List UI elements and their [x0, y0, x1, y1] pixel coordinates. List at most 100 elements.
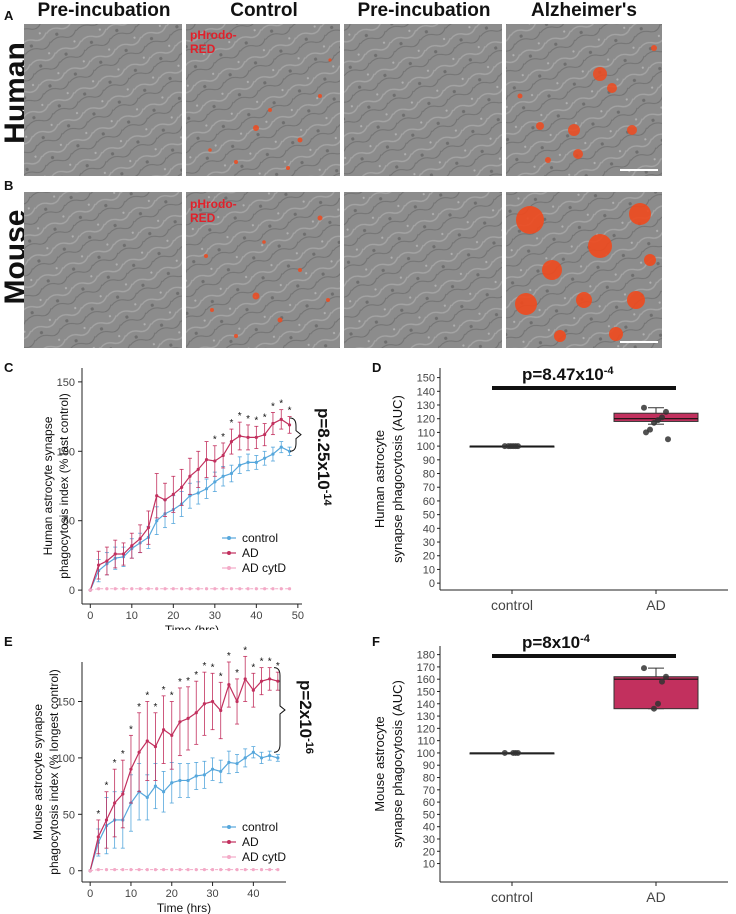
- data-point-ad: [105, 559, 109, 563]
- data-point-ad-cytd: [268, 867, 272, 872]
- data-point-control: [279, 445, 283, 449]
- significance-star: *: [96, 809, 100, 820]
- x-axis-title: Time (hrs): [157, 901, 211, 914]
- data-point-ad-cytd: [202, 867, 206, 872]
- data-point-control: [210, 767, 215, 771]
- data-point-control: [186, 778, 190, 783]
- data-point-ad: [97, 563, 101, 567]
- series-line-ad-cytd: [90, 869, 278, 872]
- data-point-ad: [641, 665, 647, 672]
- legend-marker-control: [227, 825, 231, 829]
- data-point-ad-cytd: [137, 867, 141, 872]
- x-tick-label-ad: AD: [646, 597, 665, 613]
- y-axis-title-line2: phagocytosis index (% longest control): [47, 669, 61, 874]
- data-point-ad: [178, 720, 182, 724]
- col-header-alzheimers: Alzheimer's: [531, 0, 637, 21]
- col-header-pre-incubation-1: Pre-incubation: [37, 0, 171, 21]
- y-tick-label: 180: [417, 650, 435, 662]
- data-point-ad-cytd: [105, 587, 109, 591]
- data-point-ad-cytd: [251, 867, 255, 872]
- data-point-ad-cytd: [113, 587, 117, 591]
- data-point-ad: [279, 417, 283, 421]
- x-tick-label: 30: [206, 888, 218, 900]
- data-point-ad: [153, 745, 158, 749]
- significance-star: *: [178, 677, 182, 688]
- data-point-ad-cytd: [153, 867, 158, 872]
- data-point-ad: [188, 474, 192, 478]
- data-point-ad-cytd: [163, 587, 167, 591]
- data-point-control: [213, 480, 217, 484]
- legend-marker-ad-cytd: [227, 566, 231, 570]
- y-axis-title-line2: phagocytosis index (% last control): [57, 393, 71, 578]
- y-tick-label: 110: [417, 736, 435, 748]
- data-point-ad-cytd: [219, 867, 223, 872]
- data-point-ad-cytd: [194, 867, 198, 872]
- y-tick-label: 140: [417, 386, 435, 398]
- probe-label-mouse-line1: pHrodo-: [190, 197, 237, 211]
- y-tick-label: 60: [423, 797, 435, 809]
- y-tick-label: 70: [423, 482, 435, 494]
- y-tick-label: 100: [57, 753, 75, 765]
- data-point-control: [162, 790, 166, 794]
- y-axis-title-line2: synapse phagocytosis (AUC): [390, 395, 405, 563]
- y-tick-label: 20: [423, 846, 435, 858]
- data-point-control: [254, 460, 258, 464]
- x-tick-label: 0: [87, 610, 93, 622]
- legend-label-control: control: [242, 531, 278, 545]
- data-point-ad-cytd: [113, 867, 117, 872]
- y-tick-label: 110: [417, 427, 435, 439]
- significance-star: *: [153, 702, 157, 713]
- x-tick-label: 40: [250, 610, 262, 622]
- y-tick-label: 50: [63, 516, 75, 528]
- data-point-ad: [121, 792, 125, 796]
- data-point-ad: [202, 702, 206, 706]
- data-point-ad: [145, 739, 149, 743]
- y-tick-label: 150: [57, 696, 75, 708]
- y-tick-label: 120: [417, 723, 435, 735]
- chart-e-mouse-timecourse: 0 50 100 150 0 10 20 30 40 Time (hrs) Mouse astroc…: [31, 645, 315, 914]
- data-point-ad: [235, 699, 239, 704]
- data-point-ad: [121, 552, 126, 556]
- y-tick-label: 120: [417, 414, 435, 426]
- data-point-ad-cytd: [196, 587, 200, 591]
- data-point-ad-cytd: [145, 867, 149, 872]
- significance-star: *: [279, 399, 283, 410]
- y-tick-label: 40: [423, 523, 435, 535]
- significance-bracket: [273, 667, 286, 753]
- data-point-ad-cytd: [210, 867, 215, 872]
- y-tick-label: 30: [423, 537, 435, 549]
- chart-f-mouse-auc: 1020304050607080901001101201301401501601…: [372, 633, 728, 905]
- probe-label-human-line2: RED: [190, 42, 216, 56]
- significance-star: *: [246, 414, 250, 425]
- data-point-ad: [651, 419, 657, 426]
- data-point-ad: [259, 679, 264, 683]
- micrograph-human-ad: [506, 24, 662, 176]
- y-tick-label: 10: [423, 564, 435, 576]
- legend-label-ad: AD: [242, 835, 259, 849]
- significance-star: *: [170, 690, 174, 701]
- probe-label-human-line1: pHrodo-: [190, 28, 237, 42]
- data-point-control: [271, 452, 275, 456]
- significance-star: *: [121, 749, 125, 760]
- significance-star: *: [229, 418, 233, 429]
- x-tick-label: 30: [209, 610, 221, 622]
- significance-star: *: [186, 676, 190, 687]
- y-tick-label: 150: [417, 373, 435, 385]
- data-point-control: [188, 494, 192, 498]
- data-point-ad: [243, 677, 247, 681]
- significance-star: *: [162, 685, 166, 696]
- data-point-control: [202, 773, 206, 777]
- data-point-ad: [287, 423, 292, 427]
- data-point-ad: [221, 453, 225, 458]
- y-tick-label: 100: [417, 441, 435, 453]
- p-value-label: p=8.47x10-4: [522, 365, 614, 384]
- data-point-ad: [271, 421, 275, 426]
- y-tick-label: 130: [417, 711, 435, 723]
- micrograph-mouse-pre2: [344, 192, 502, 348]
- y-tick-label: 70: [423, 785, 435, 797]
- data-point-ad-cytd: [178, 867, 182, 872]
- data-point-ad: [171, 492, 175, 496]
- data-point-ad: [138, 537, 142, 541]
- data-point-ad: [146, 526, 151, 530]
